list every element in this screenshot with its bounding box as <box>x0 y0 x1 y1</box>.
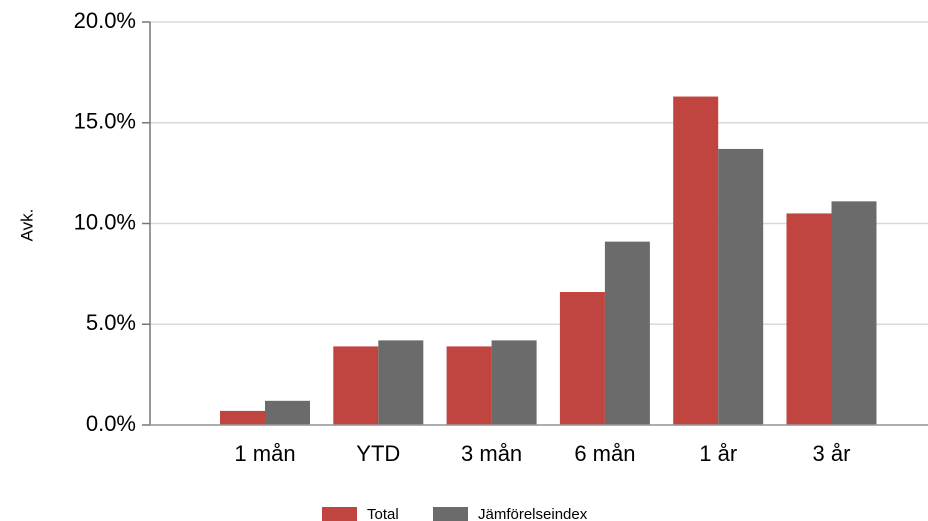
bar <box>446 346 492 425</box>
y-tick-label: 0.0% <box>86 411 136 436</box>
bar <box>786 213 832 425</box>
bar <box>718 148 764 425</box>
x-tick-label: YTD <box>356 441 400 466</box>
legend-swatch <box>322 507 357 521</box>
bar <box>491 340 537 425</box>
bar <box>378 340 424 425</box>
y-tick-label: 20.0% <box>74 8 136 33</box>
x-tick-label: 3 mån <box>461 441 522 466</box>
bar <box>604 241 650 425</box>
legend-label: Total <box>367 506 399 521</box>
legend-swatch <box>433 507 468 521</box>
bar <box>333 346 379 425</box>
x-tick-label: 6 mån <box>574 441 635 466</box>
y-tick-label: 15.0% <box>74 109 136 134</box>
bar <box>559 292 605 425</box>
legend-label: Jämförelseindex <box>478 506 588 521</box>
bar <box>265 400 310 425</box>
bar <box>831 201 877 425</box>
y-axis-label: Avk. <box>17 209 36 242</box>
y-tick-label: 5.0% <box>86 310 136 335</box>
bar <box>673 96 719 426</box>
y-tick-label: 10.0% <box>74 209 136 234</box>
x-tick-label: 1 mån <box>234 441 295 466</box>
bar <box>220 410 265 425</box>
x-tick-label: 1 år <box>699 441 737 466</box>
x-tick-label: 3 år <box>813 441 851 466</box>
